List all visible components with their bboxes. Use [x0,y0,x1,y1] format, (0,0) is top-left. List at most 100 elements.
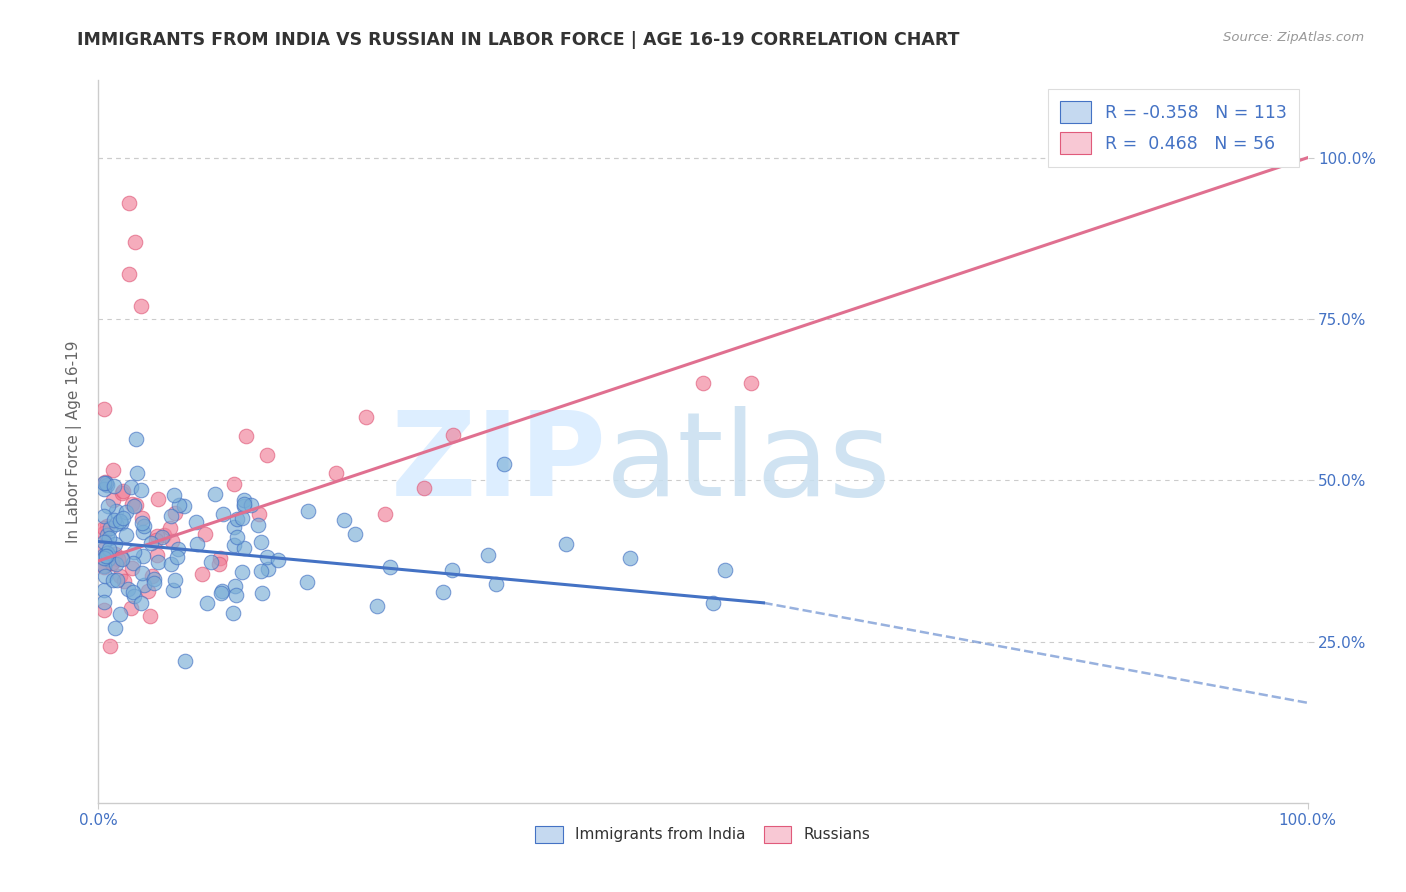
Point [208,551,231,566]
Point [194,527,217,541]
Point [93,559,115,574]
Point [226,512,249,526]
Point [98,639,121,653]
Point [441,427,464,442]
Point [343,527,366,541]
Point [295,575,318,590]
Point [222,520,245,534]
Point [129,299,152,313]
Point [108,515,131,529]
Point [224,579,246,593]
Point [125,467,148,481]
Point [477,548,499,562]
Point [250,586,273,600]
Point [356,409,378,424]
Point [150,530,173,544]
Point [107,552,129,566]
Point [114,528,136,542]
Point [111,551,134,566]
Point [112,511,135,525]
Point [233,493,256,508]
Point [103,513,125,527]
Point [105,557,128,571]
Point [143,572,166,586]
Point [110,607,132,621]
Point [124,235,146,249]
Point [93,482,115,496]
Point [101,557,124,571]
Point [191,567,214,582]
Point [692,376,714,391]
Point [118,267,141,281]
Point [222,537,245,551]
Point [129,483,152,497]
Point [93,568,115,582]
Point [186,537,208,551]
Point [112,483,135,498]
Point [112,574,135,588]
Point [374,507,396,521]
Point [159,521,181,535]
Point [225,588,247,602]
Point [104,504,127,518]
Point [101,557,124,571]
Point [485,577,508,591]
Point [131,516,153,530]
Point [96,477,118,491]
Point [121,585,143,599]
Point [232,541,254,555]
Point [250,535,273,549]
Point [167,542,190,557]
Point [125,499,148,513]
Point [211,584,233,599]
Point [714,562,737,576]
Point [107,574,129,588]
Point [132,549,155,564]
Point [111,486,134,500]
Point [93,526,115,541]
Point [166,550,188,565]
Point [142,576,165,591]
Point [153,528,176,542]
Point [146,492,169,507]
Point [115,505,138,519]
Point [104,547,127,561]
Point [267,552,290,566]
Point [94,549,117,563]
Point [325,466,347,480]
Point [125,432,148,446]
Point [93,521,115,535]
Point [184,516,207,530]
Point [173,654,195,668]
Point [94,475,117,489]
Point [93,559,115,574]
Point [136,583,159,598]
Point [740,376,762,391]
Point [124,545,146,559]
Point [211,507,233,521]
Point [121,497,143,511]
Point [117,582,139,597]
Point [208,557,231,571]
Text: Source: ZipAtlas.com: Source: ZipAtlas.com [1223,31,1364,45]
Point [222,606,245,620]
Point [98,531,121,545]
Text: IMMIGRANTS FROM INDIA VS RUSSIAN IN LABOR FORCE | AGE 16-19 CORRELATION CHART: IMMIGRANTS FROM INDIA VS RUSSIAN IN LABO… [77,31,960,49]
Point [146,556,169,570]
Point [93,535,115,549]
Point [145,533,167,548]
Point [104,621,127,635]
Point [247,518,270,533]
Point [163,573,186,587]
Point [231,511,253,525]
Text: atlas: atlas [606,406,891,521]
Point [103,479,125,493]
Point [257,562,280,576]
Point [366,599,388,613]
Point [160,508,183,523]
Point [224,477,246,491]
Point [200,555,222,569]
Point [108,569,131,583]
Point [145,529,167,543]
Point [139,609,162,624]
